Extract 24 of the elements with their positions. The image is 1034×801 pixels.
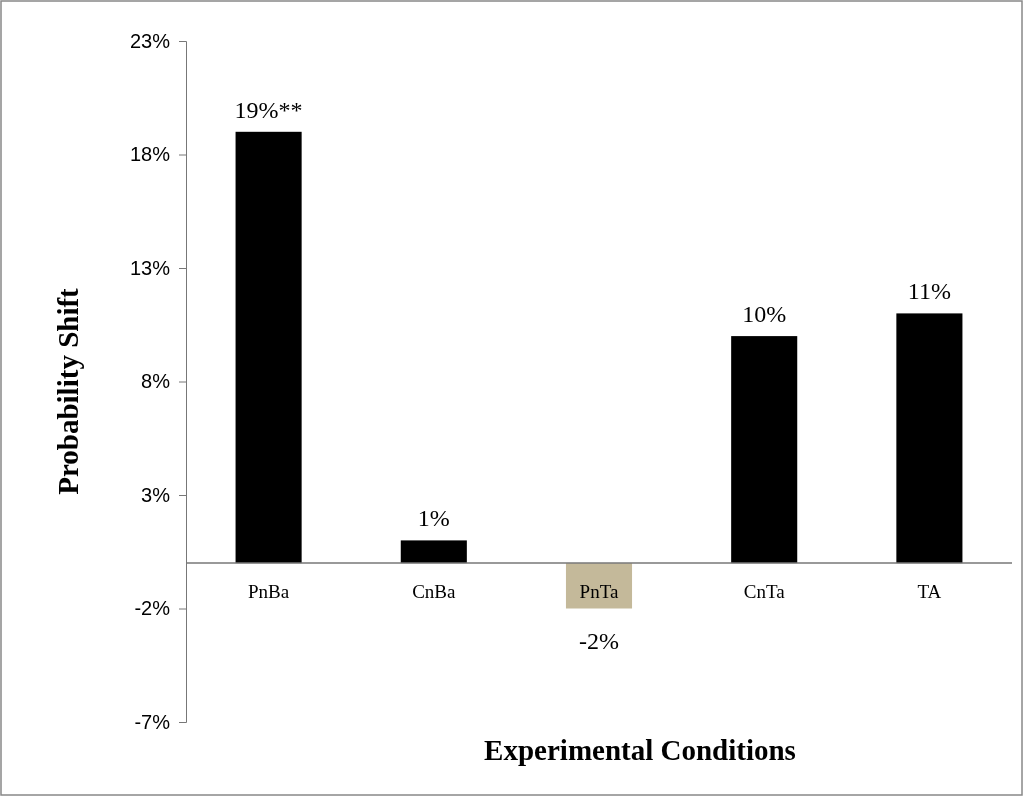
y-tick-label: 23% [129, 29, 171, 52]
bar [400, 540, 467, 564]
data-label: 10% [742, 301, 787, 328]
bar [565, 563, 633, 609]
bar [731, 336, 798, 564]
data-label: 11% [907, 278, 951, 305]
data-label: -2% [579, 627, 619, 654]
bar [235, 131, 302, 564]
y-axis-title: Probability Shift [52, 287, 84, 495]
y-tick-label: -7% [134, 710, 171, 733]
bar [896, 313, 963, 564]
y-tick-label: -2% [134, 597, 171, 620]
x-tick-label: CnBa [412, 581, 457, 603]
data-label: 1% [417, 505, 450, 532]
data-label: 19%** [234, 96, 303, 123]
y-tick-label: 18% [129, 143, 171, 166]
x-tick-label: CnTa [743, 581, 786, 603]
y-tick-label: 3% [141, 483, 171, 506]
x-axis-title: Experimental Conditions [484, 734, 796, 766]
x-tick-label: PnTa [579, 581, 619, 603]
x-tick-label: TA [917, 581, 942, 603]
y-tick-label: 13% [129, 256, 171, 279]
y-tick-label: 8% [141, 370, 171, 393]
x-tick-label: PnBa [248, 581, 290, 603]
